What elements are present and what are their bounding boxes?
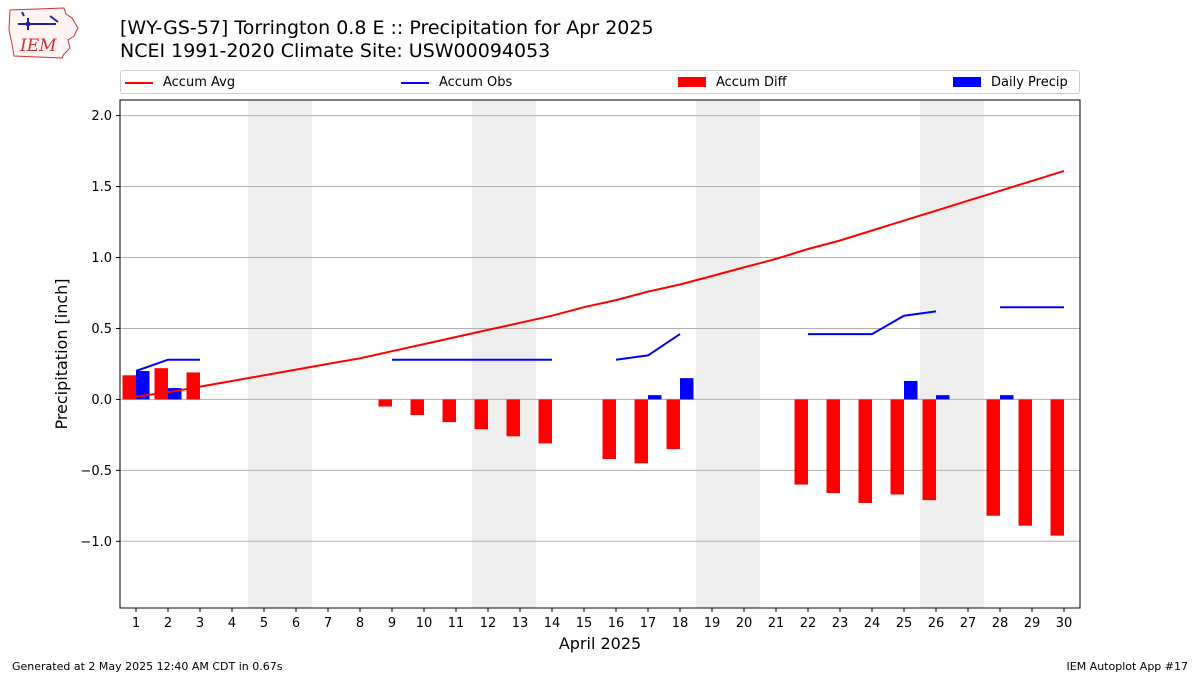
y-tick-label: 0.0 — [91, 393, 112, 408]
accum-diff-bar — [858, 399, 872, 503]
accum-diff-bar — [826, 399, 840, 494]
legend-label: Accum Avg — [163, 75, 236, 90]
accum-diff-bar — [634, 399, 648, 464]
accum-diff-bar — [890, 399, 904, 495]
plot-frame — [119, 99, 1081, 609]
weekend-shading — [280, 100, 312, 608]
x-tick-label: 16 — [608, 616, 625, 631]
daily-precip-bar — [136, 371, 150, 400]
legend-label: Daily Precip — [991, 75, 1068, 90]
legend: Accum Avg Accum Obs Accum Diff Daily Pre… — [120, 70, 1080, 94]
accum-diff-bar — [1018, 399, 1032, 526]
x-tick-label: 9 — [388, 616, 396, 631]
weekend-shading — [728, 100, 760, 608]
x-tick-label: 11 — [448, 616, 465, 631]
app-credit: IEM Autoplot App #17 — [1066, 660, 1189, 673]
y-tick-label: 1.5 — [91, 180, 112, 195]
daily-precip-bar — [904, 380, 918, 400]
y-tick-label: −1.0 — [80, 535, 112, 550]
y-tick-label: 0.5 — [91, 322, 112, 337]
y-axis-label: Precipitation [inch] — [52, 278, 71, 429]
accum-diff-bar — [474, 399, 488, 430]
x-tick-label: 12 — [480, 616, 497, 631]
x-tick-label: 7 — [324, 616, 332, 631]
daily-precip-bar — [680, 378, 694, 400]
legend-label: Accum Obs — [439, 75, 513, 90]
x-tick-label: 15 — [576, 616, 593, 631]
x-tick-label: 28 — [992, 616, 1009, 631]
x-tick-label: 10 — [416, 616, 433, 631]
logo-text: IEM — [19, 36, 57, 56]
accum-diff-bar — [378, 399, 392, 407]
y-tick-label: 2.0 — [91, 109, 112, 124]
x-tick-label: 29 — [1024, 616, 1041, 631]
x-tick-label: 25 — [896, 616, 913, 631]
y-tick-label: −0.5 — [80, 464, 112, 479]
x-tick-label: 8 — [356, 616, 364, 631]
weekend-shading — [952, 100, 984, 608]
x-tick-label: 30 — [1056, 616, 1073, 631]
chart-title: [WY-GS-57] Torrington 0.8 E :: Precipita… — [120, 17, 654, 39]
accum-avg-line — [135, 169, 1065, 398]
x-tick-label: 23 — [832, 616, 849, 631]
accum-diff-bar — [986, 399, 1000, 516]
x-tick-label: 21 — [768, 616, 785, 631]
legend-swatch-accum-diff — [678, 77, 706, 87]
weekend-shading — [504, 100, 536, 608]
accum-diff-bar — [666, 399, 680, 450]
x-tick-label: 24 — [864, 616, 881, 631]
x-tick-label: 2 — [164, 616, 172, 631]
accum-diff-bar — [602, 399, 616, 460]
x-tick-label: 1 — [132, 616, 140, 631]
accum-diff-bar — [122, 375, 136, 400]
legend-swatch-daily-precip — [953, 77, 981, 87]
accum-diff-bar — [186, 372, 200, 400]
iowa-outline-icon — [8, 7, 79, 59]
x-tick-label: 27 — [960, 616, 977, 631]
accum-diff-bar — [538, 399, 552, 444]
weekend-shading — [248, 100, 280, 608]
chart-subtitle: NCEI 1991-2020 Climate Site: USW00094053 — [120, 40, 551, 62]
x-tick-label: 14 — [544, 616, 561, 631]
daily-precip-bar — [168, 388, 182, 400]
iem-logo: IEM — [8, 7, 79, 59]
accum-diff-bar — [442, 399, 456, 423]
x-tick-label: 17 — [640, 616, 657, 631]
accum-diff-bar — [154, 368, 168, 400]
daily-precip-bar — [1000, 395, 1014, 400]
x-tick-label: 6 — [292, 616, 300, 631]
x-tick-label: 3 — [196, 616, 204, 631]
x-axis-label: April 2025 — [559, 634, 641, 653]
x-tick-label: 18 — [672, 616, 689, 631]
accum-obs-line — [808, 310, 937, 336]
accum-diff-bar — [794, 399, 808, 485]
x-tick-label: 26 — [928, 616, 945, 631]
x-tick-label: 4 — [228, 616, 236, 631]
accum-diff-bar — [410, 399, 424, 416]
y-tick-label: 1.0 — [91, 251, 112, 266]
accum-diff-bar — [1050, 399, 1064, 536]
generated-timestamp: Generated at 2 May 2025 12:40 AM CDT in … — [12, 660, 283, 673]
legend-swatch-accum-obs — [401, 82, 429, 84]
x-tick-label: 5 — [260, 616, 268, 631]
daily-precip-bar — [648, 395, 662, 400]
accum-obs-line — [135, 358, 200, 372]
weekend-shading — [472, 100, 504, 608]
daily-precip-bar — [936, 395, 950, 400]
accum-obs-line — [615, 333, 681, 361]
x-tick-label: 19 — [704, 616, 721, 631]
x-tick-label: 20 — [736, 616, 753, 631]
accum-diff-bar — [506, 399, 520, 437]
weekend-shading — [920, 100, 952, 608]
weekend-shading — [696, 100, 728, 608]
vane-hub-icon — [25, 21, 31, 27]
legend-swatch-accum-avg — [125, 82, 153, 84]
x-tick-label: 22 — [800, 616, 817, 631]
x-tick-label: 13 — [512, 616, 529, 631]
legend-label: Accum Diff — [716, 75, 787, 90]
accum-diff-bar — [922, 399, 936, 501]
